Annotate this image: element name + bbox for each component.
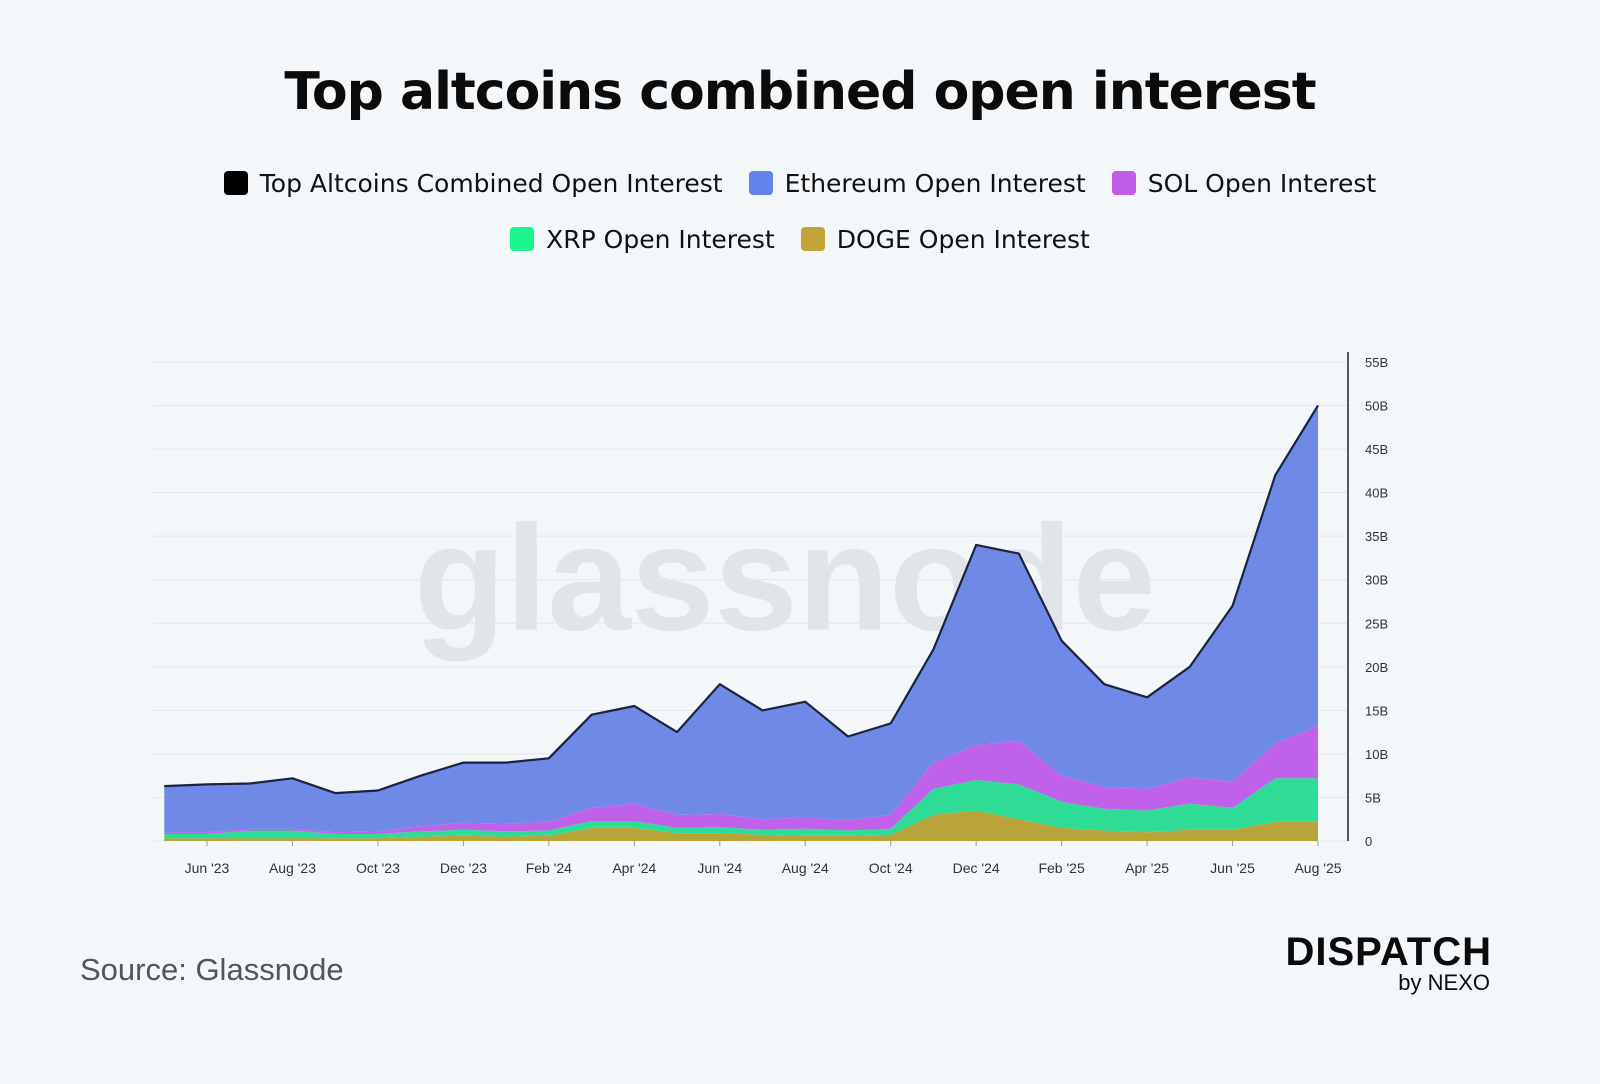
area <box>164 726 1318 834</box>
y-tick-label: 20B <box>1365 660 1388 675</box>
area <box>164 810 1318 841</box>
y-tick-label: 45B <box>1365 442 1388 457</box>
area <box>164 778 1318 839</box>
x-tick-label: Oct '24 <box>869 860 913 876</box>
x-tick-label: Apr '24 <box>612 860 656 876</box>
x-tick-label: Oct '23 <box>356 860 400 876</box>
area <box>164 405 1318 833</box>
x-tick-label: Apr '25 <box>1125 860 1169 876</box>
y-tick-label: 10B <box>1365 747 1388 762</box>
legend-item[interactable]: Top Altcoins Combined Open Interest <box>223 166 723 200</box>
x-tick-label: Feb '25 <box>1038 860 1084 876</box>
line <box>164 404 1319 795</box>
x-tick-label: Aug '24 <box>782 860 829 876</box>
legend-label: Ethereum Open Interest <box>784 168 1086 198</box>
y-tick-label: 15B <box>1365 703 1388 718</box>
legend-swatch <box>223 171 248 195</box>
x-tick-label: Jun '25 <box>1210 860 1255 876</box>
y-tick-label: 55B <box>1365 355 1388 370</box>
brand-logo: DISPATCH <box>1285 930 1492 974</box>
x-tick-label: Aug '25 <box>1294 860 1341 876</box>
legend-label: DOGE Open Interest <box>836 224 1090 254</box>
y-tick-label: 25B <box>1365 616 1388 631</box>
y-tick-label: 35B <box>1365 529 1388 544</box>
legend-item[interactable]: XRP Open Interest <box>510 222 775 256</box>
y-tick-label: 0 <box>1365 834 1372 849</box>
brand-sub: by NEXO <box>1398 970 1490 995</box>
legend-label: XRP Open Interest <box>546 224 775 254</box>
x-tick-label: Aug '23 <box>269 860 316 876</box>
legend-item[interactable]: Ethereum Open Interest <box>748 166 1086 200</box>
legend: Top Altcoins Combined Open Interest Ether… <box>200 166 1400 256</box>
source: Source: Glassnode <box>80 952 344 987</box>
legend-item[interactable]: SOL Open Interest <box>1111 166 1377 200</box>
x-tick-label: Dec '24 <box>953 860 1000 876</box>
x-tick-label: Jun '23 <box>185 860 230 876</box>
legend-label: SOL Open Interest <box>1147 168 1377 198</box>
legend-swatch <box>748 171 773 195</box>
x-tick-label: Jun '24 <box>697 860 742 876</box>
legend-label: Top Altcoins Combined Open Interest <box>259 168 723 198</box>
y-tick-label: 30B <box>1365 573 1388 588</box>
x-tick-label: Dec '23 <box>440 860 487 876</box>
y-tick-label: 5B <box>1365 790 1381 805</box>
legend-swatch <box>1111 171 1136 195</box>
chart-title: Top altcoins combined open interest <box>284 62 1316 122</box>
legend-swatch <box>510 227 535 251</box>
legend-item[interactable]: DOGE Open Interest <box>800 222 1090 256</box>
y-tick-label: 50B <box>1365 399 1388 414</box>
y-tick-label: 40B <box>1365 486 1388 501</box>
legend-swatch <box>800 227 825 251</box>
x-tick-label: Feb '24 <box>526 860 572 876</box>
